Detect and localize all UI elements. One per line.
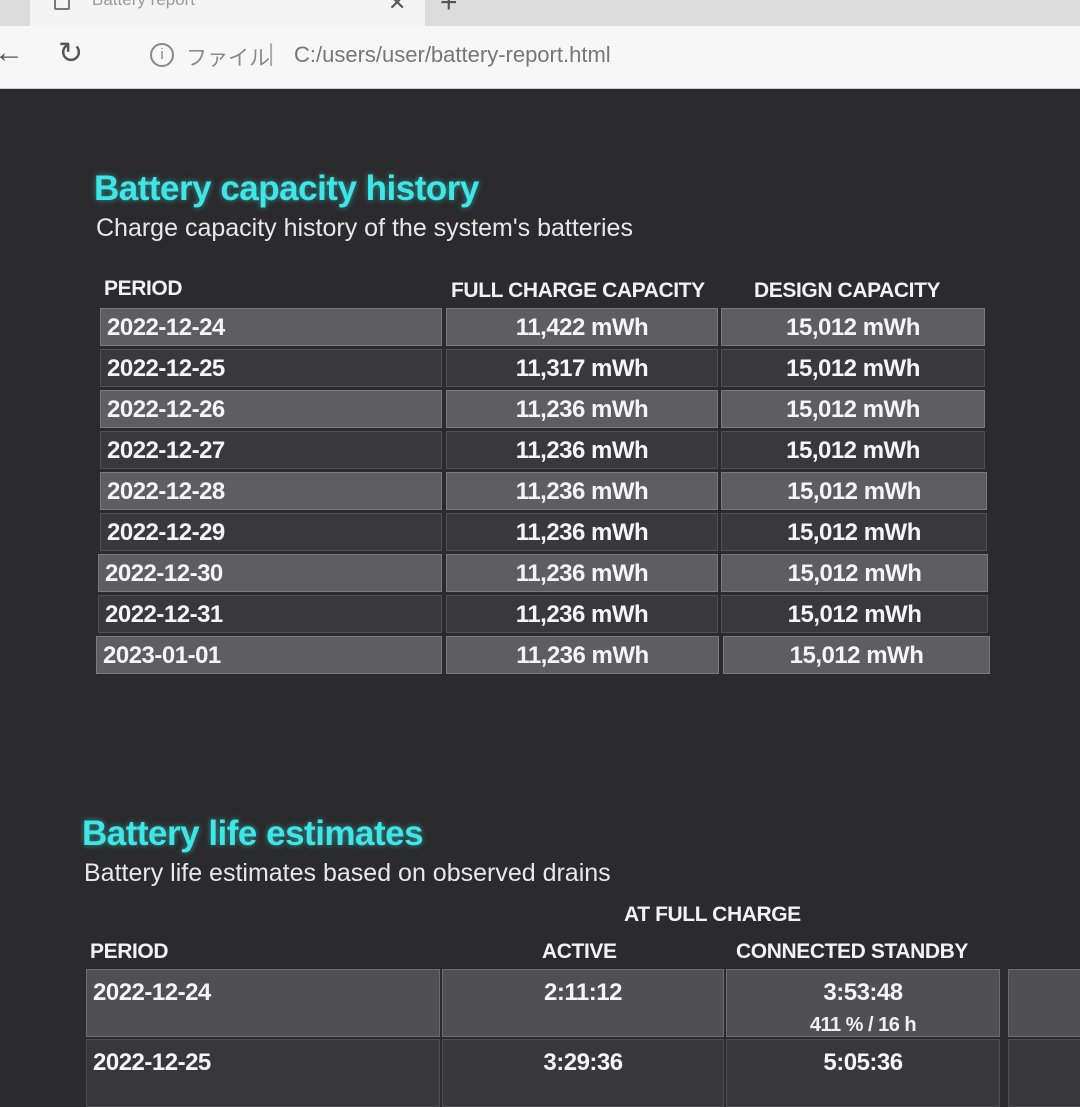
info-icon[interactable]: i: [150, 43, 174, 67]
column-header-period: PERIOD: [104, 277, 183, 300]
column-header-full-charge-capacity: FULL CHARGE CAPACITY: [451, 279, 705, 302]
period-cell: 2022-12-31: [98, 595, 442, 633]
design-capacity-cell: 15,012 mWh: [721, 554, 988, 592]
active-cell: 3:29:36: [442, 1039, 724, 1107]
page-icon: [54, 0, 70, 10]
tab-strip: Battery report ✕ +: [0, 0, 1080, 26]
connected-standby-note: 411 % / 16 h: [809, 1014, 917, 1036]
new-tab-icon[interactable]: +: [440, 0, 458, 19]
extra-column-cell: [1008, 1039, 1080, 1107]
browser-tab[interactable]: Battery report ✕: [30, 0, 425, 26]
period-cell: 2022-12-27: [100, 431, 442, 469]
period-cell: 2022-12-24: [100, 308, 442, 346]
design-capacity-cell: 15,012 mWh: [721, 390, 985, 428]
column-header-active: ACTIVE: [542, 940, 617, 963]
full-charge-cell: 11,236 mWh: [446, 390, 718, 428]
full-charge-cell: 11,236 mWh: [446, 431, 718, 469]
full-charge-cell: 11,422 mWh: [446, 308, 718, 346]
address-separator: |: [268, 40, 275, 67]
design-capacity-cell: 15,012 mWh: [721, 308, 985, 346]
address-scheme-label: ファイル: [186, 47, 270, 70]
design-capacity-cell: 15,012 mWh: [721, 431, 985, 469]
life-estimates-subtitle: Battery life estimates based on observed…: [84, 859, 611, 887]
full-charge-cell: 11,236 mWh: [446, 472, 718, 510]
period-cell: 2022-12-29: [100, 513, 442, 551]
design-capacity-cell: 15,012 mWh: [721, 513, 987, 551]
group-header-at-full-charge: AT FULL CHARGE: [624, 903, 801, 926]
reload-icon[interactable]: ↻: [58, 37, 84, 70]
full-charge-cell: 11,236 mWh: [446, 513, 718, 551]
connected-standby-value: 5:05:36: [823, 1049, 903, 1076]
address-toolbar: ← ↻ i ファイル | C:/users/user/battery-repor…: [0, 26, 1080, 89]
period-cell: 2023-01-01: [96, 636, 442, 674]
active-cell: 2:11:12: [442, 969, 724, 1037]
design-capacity-cell: 15,012 mWh: [721, 472, 987, 510]
period-cell: 2022-12-25: [86, 1039, 440, 1107]
report-page: Battery capacity history Charge capacity…: [0, 89, 1080, 1107]
column-header-design-capacity: DESIGN CAPACITY: [754, 279, 941, 302]
column-header-connected-standby: CONNECTED STANDBY: [736, 940, 968, 963]
tab-title: Battery report: [92, 0, 195, 10]
capacity-history-title: Battery capacity history: [94, 169, 479, 208]
capacity-history-subtitle: Charge capacity history of the system's …: [96, 214, 633, 242]
period-cell: 2022-12-25: [100, 349, 442, 387]
period-cell: 2022-12-26: [100, 390, 442, 428]
period-cell: 2022-12-24: [86, 969, 440, 1037]
address-bar-url[interactable]: C:/users/user/battery-report.html: [294, 42, 611, 67]
column-header-period: PERIOD: [90, 940, 169, 963]
connected-standby-cell: 5:05:36: [726, 1039, 1000, 1107]
full-charge-cell: 11,236 mWh: [446, 595, 718, 633]
full-charge-cell: 11,317 mWh: [446, 349, 718, 387]
design-capacity-cell: 15,012 mWh: [721, 349, 985, 387]
design-capacity-cell: 15,012 mWh: [721, 595, 988, 633]
close-icon[interactable]: ✕: [388, 0, 407, 15]
period-cell: 2022-12-30: [98, 554, 442, 592]
life-estimates-title: Battery life estimates: [82, 814, 424, 853]
period-cell: 2022-12-28: [100, 472, 442, 510]
connected-standby-cell: 3:53:48 411 % / 16 h: [726, 969, 1000, 1037]
connected-standby-value: 3:53:48: [823, 979, 903, 1006]
back-arrow-icon[interactable]: ←: [0, 36, 24, 69]
full-charge-cell: 11,236 mWh: [446, 636, 719, 674]
full-charge-cell: 11,236 mWh: [446, 554, 718, 592]
extra-column-cell: [1008, 969, 1080, 1037]
design-capacity-cell: 15,012 mWh: [723, 636, 990, 674]
